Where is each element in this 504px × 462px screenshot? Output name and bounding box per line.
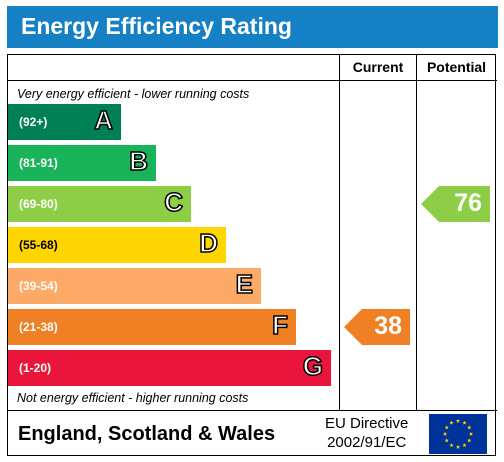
eu-star-icon (467, 438, 472, 443)
eu-star-icon (467, 425, 472, 430)
rating-band-f: (21-38) F (8, 309, 296, 345)
band-letter: G (302, 350, 324, 382)
band-range-label: (81-91) (19, 156, 58, 170)
title-bar: Energy Efficiency Rating (7, 6, 498, 48)
band-letter: B (128, 145, 148, 177)
current-column-divider (339, 55, 340, 410)
header-divider (8, 80, 497, 81)
band-letter: A (93, 104, 113, 136)
eu-star-icon (468, 431, 474, 436)
eu-star-icon (462, 442, 467, 448)
potential-pointer-arrow (421, 186, 490, 222)
country-label: England, Scotland & Wales (18, 423, 276, 445)
current-rating-value: 38 (374, 312, 402, 340)
rating-band-g: (1-20) G (8, 350, 331, 386)
bottom-note: Not energy efficient - higher running co… (17, 391, 249, 405)
current-pointer-arrow (344, 309, 410, 345)
potential-rating-value: 76 (454, 189, 482, 217)
band-range-label: (39-54) (19, 279, 58, 293)
rating-band-c: (69-80) C (8, 186, 191, 222)
potential-column-header: Potential (426, 59, 487, 75)
eu-star-icon (462, 420, 467, 425)
eu-star-icon (442, 431, 448, 436)
eu-star-icon (455, 418, 461, 423)
band-letter: F (271, 309, 288, 341)
rating-band-a: (92+) A (8, 104, 121, 140)
page-title: Energy Efficiency Rating (21, 13, 292, 39)
band-range-label: (1-20) (19, 361, 52, 375)
band-range-label: (55-68) (19, 238, 58, 252)
current-column-header: Current (352, 59, 404, 75)
band-letter: E (235, 268, 254, 300)
rating-band-d: (55-68) D (8, 227, 226, 263)
top-note: Very energy efficient - lower running co… (17, 87, 250, 101)
rating-chart: Current Potential Very energy efficient … (7, 54, 497, 456)
current-rating-pointer: 38 (344, 309, 410, 345)
band-letter: D (198, 227, 218, 259)
potential-column-divider (416, 55, 417, 410)
directive-line-1: EU Directive (325, 415, 409, 432)
eu-star-icon (449, 420, 454, 425)
directive-line-2: 2002/91/EC (327, 434, 407, 451)
footer-divider (8, 410, 497, 411)
eu-directive: EU Directive 2002/91/EC (325, 414, 408, 452)
eu-star-icon (449, 442, 454, 448)
rating-band-b: (81-91) B (8, 145, 156, 181)
band-letter: C (163, 186, 183, 218)
eu-star-icon (444, 425, 449, 430)
potential-rating-pointer: 76 (421, 186, 490, 222)
band-range-label: (69-80) (19, 197, 58, 211)
band-range-label: (92+) (19, 115, 48, 129)
band-range-label: (21-38) (19, 320, 58, 334)
rating-band-e: (39-54) E (8, 268, 261, 304)
eu-star-icon (444, 438, 449, 443)
eu-flag-icon (429, 414, 487, 454)
eu-star-icon (455, 444, 461, 449)
